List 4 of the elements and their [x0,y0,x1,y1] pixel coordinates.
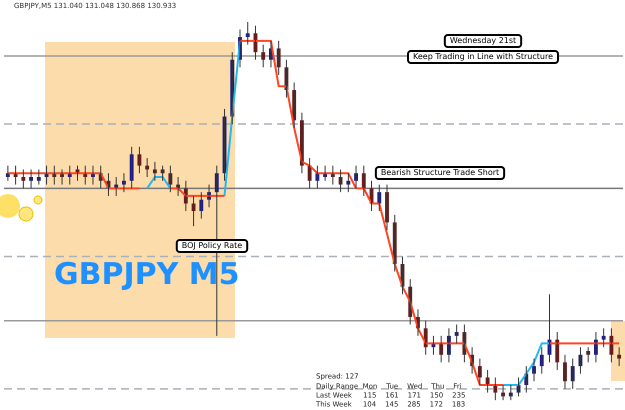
annotation: BOJ Policy Rate [182,241,242,250]
annotation: Keep Trading in Line with Structure [413,52,554,62]
annotation: Bearish Structure Trade Short [380,168,500,178]
annotation: Wednesday 21st [450,36,516,46]
